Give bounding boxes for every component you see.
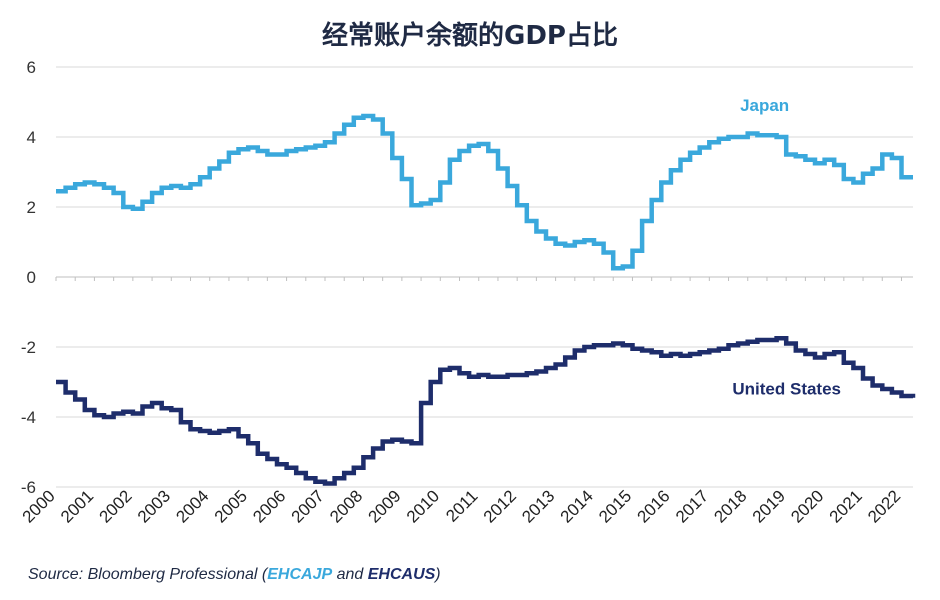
x-tick-label: 2016 — [634, 486, 674, 526]
x-tick-label: 2006 — [249, 486, 289, 526]
x-tick-label: 2008 — [326, 486, 366, 526]
source-suffix: ) — [433, 566, 440, 583]
y-tick-label: 6 — [27, 58, 36, 77]
x-tick-label: 2005 — [211, 486, 251, 526]
x-tick-label: 2018 — [710, 486, 750, 526]
x-tick-label: 2007 — [288, 486, 328, 526]
series-labels: Japan United States — [732, 96, 841, 399]
y-axis-ticks: 6 4 2 0 -2 -4 -6 — [21, 58, 36, 497]
y-tick-label: -2 — [21, 338, 36, 357]
x-tick-label: 2021 — [826, 486, 866, 526]
source-code-us: EHCAUS — [368, 566, 436, 583]
x-tick-label: 2004 — [172, 486, 212, 526]
x-tick-label: 2009 — [365, 486, 405, 526]
x-tick-label: 2015 — [595, 486, 635, 526]
x-tick-label: 2020 — [787, 486, 827, 526]
x-tick-label: 2019 — [749, 486, 789, 526]
series-label-japan: Japan — [740, 96, 789, 115]
x-tick-label: 2002 — [96, 486, 136, 526]
x-tick-label: 2013 — [518, 486, 558, 526]
x-tick-label: 2014 — [557, 486, 597, 526]
series-lines — [56, 113, 916, 486]
x-tick-label: 2003 — [134, 486, 174, 526]
x-tick-label: 2012 — [480, 486, 520, 526]
source-note: Source: Bloomberg Professional (EHCAJP a… — [28, 566, 441, 583]
y-tick-label: -4 — [21, 408, 36, 427]
chart-title: 经常账户余额的GDP占比 — [322, 20, 618, 51]
source-prefix: Source: Bloomberg Professional ( — [28, 566, 269, 583]
series-line-japan — [56, 113, 913, 271]
x-tick-label: 2010 — [403, 486, 443, 526]
series-label-united-states: United States — [732, 379, 841, 398]
y-tick-label: 4 — [27, 128, 36, 147]
source-code-japan: EHCAJP — [267, 566, 332, 583]
x-tick-label: 2001 — [57, 486, 97, 526]
source-mid: and — [332, 566, 368, 583]
y-tick-label: 2 — [27, 198, 36, 217]
x-tick-label: 2011 — [442, 486, 481, 525]
y-tick-label: -6 — [21, 478, 36, 497]
x-tick-label: 2022 — [864, 486, 904, 526]
series-line-united-states — [56, 336, 916, 486]
x-tick-label: 2017 — [672, 486, 712, 526]
y-tick-label: 0 — [27, 268, 36, 287]
